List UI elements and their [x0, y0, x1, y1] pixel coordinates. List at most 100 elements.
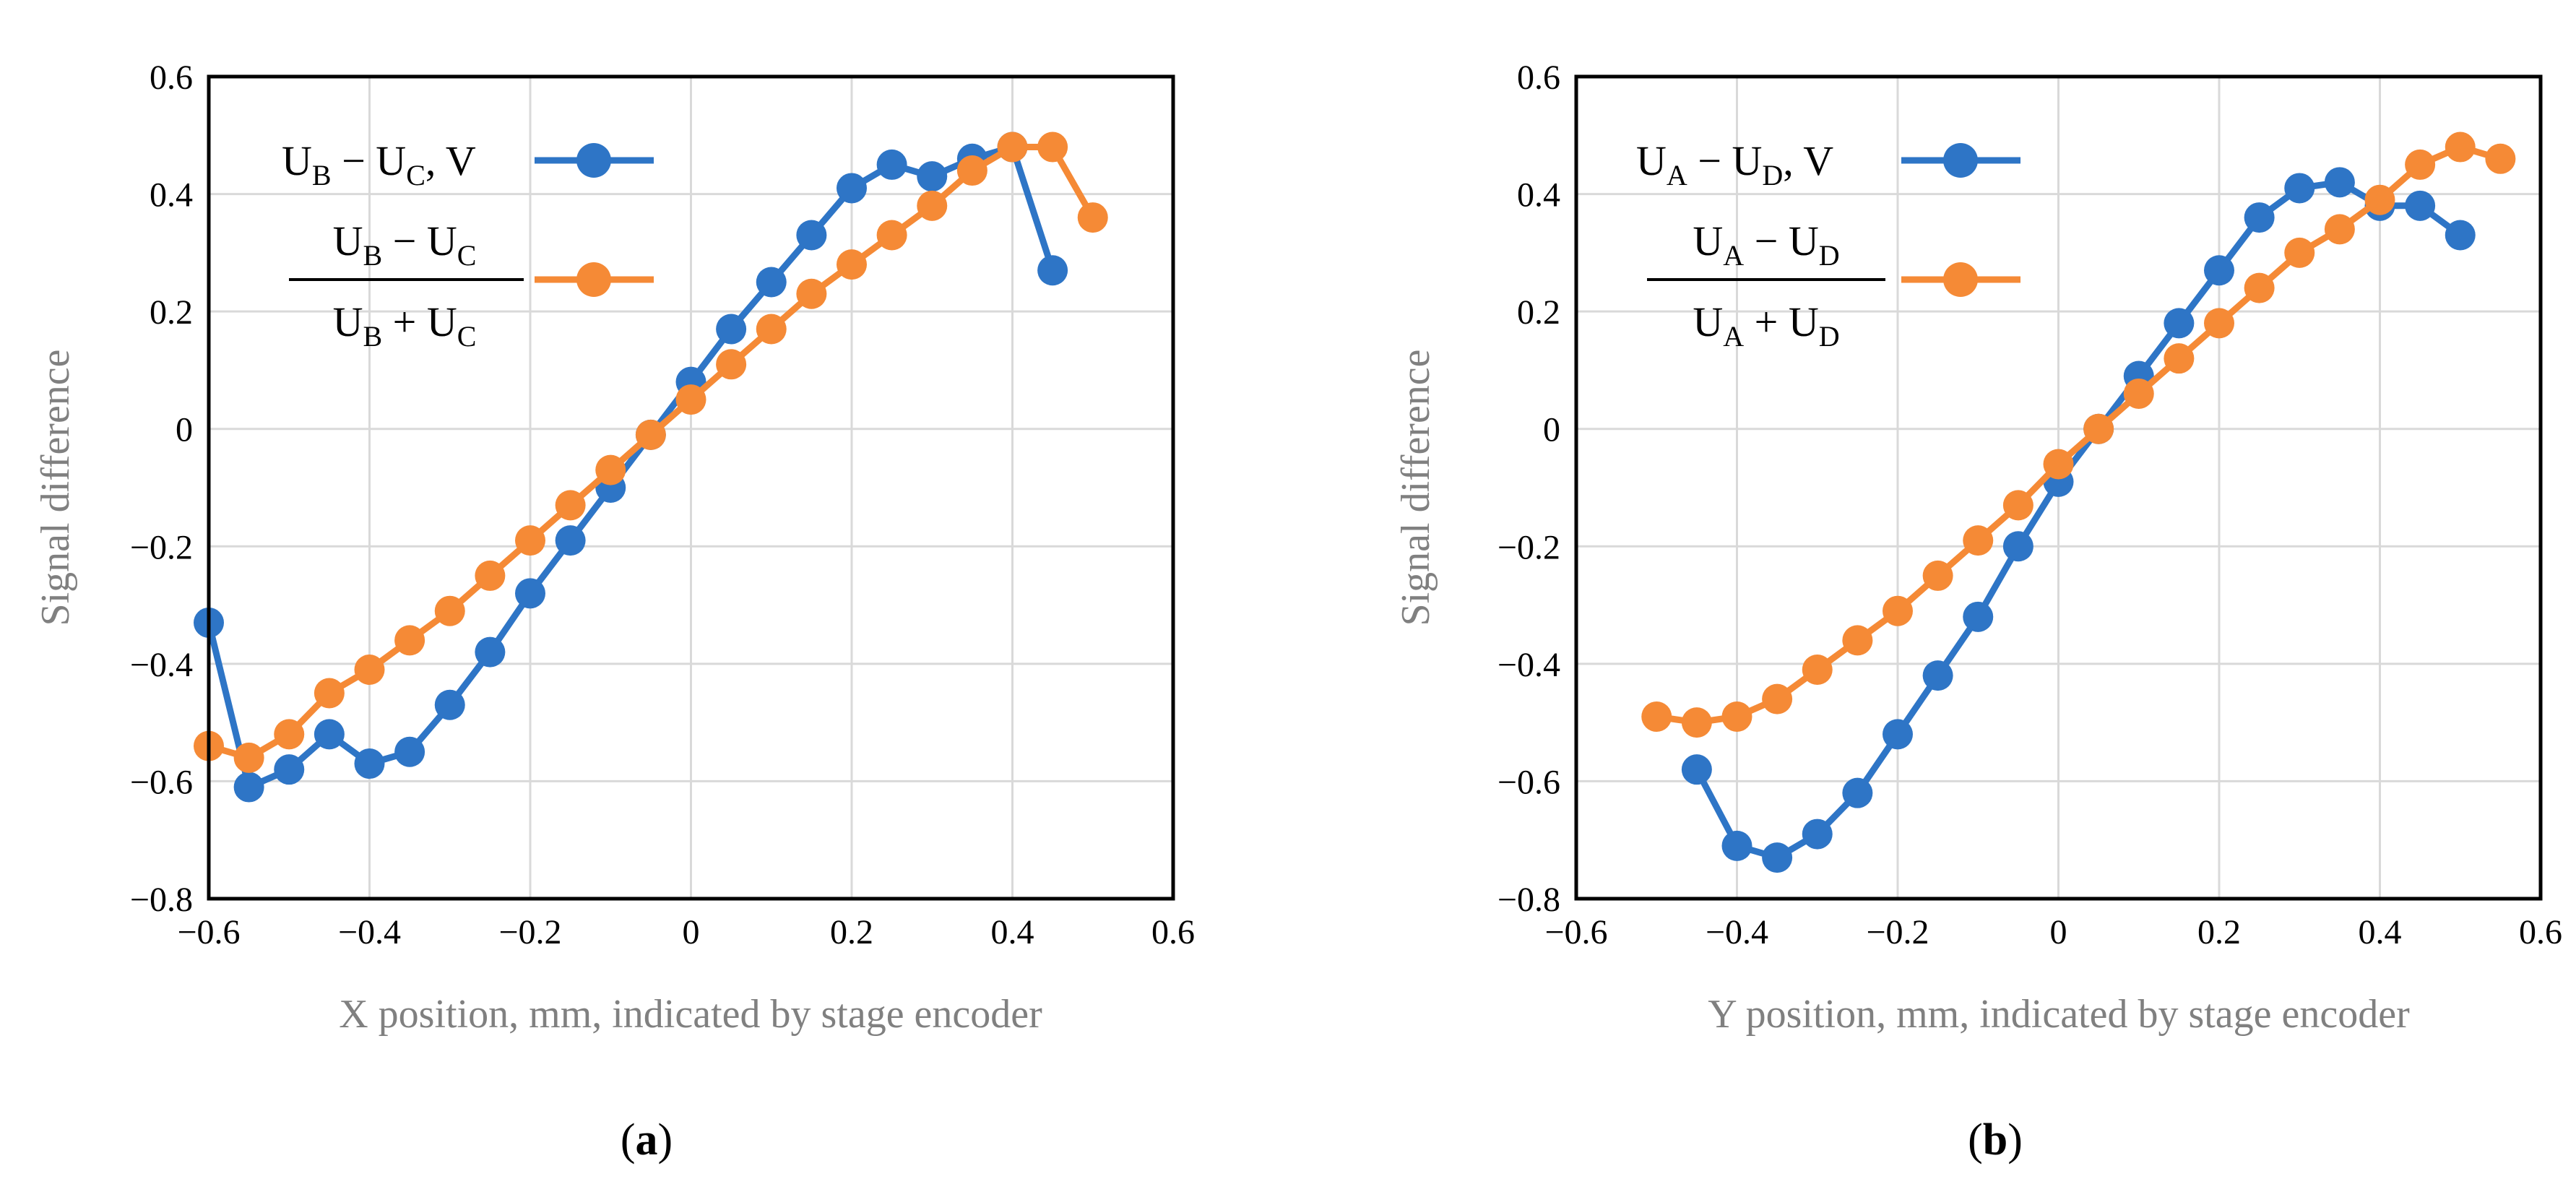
- data-point-b-s2-8: [1963, 525, 1994, 556]
- x-tick-label-b-2: −0.2: [1866, 913, 1929, 951]
- legend-denominator-a-series-2: UB + UC: [333, 298, 477, 353]
- plot-frame-a: [207, 74, 1175, 901]
- data-point-a-s1-14: [756, 267, 787, 298]
- legend-numerator-b-series-2: UA − UD: [1693, 217, 1839, 272]
- y-tick-label-a-6: 0.4: [150, 176, 193, 215]
- chart-panel-b: −0.6 −0.4 −0.2 0 0.2 0.4 0.6−0.8−0.6−0.4−0.200…: [1393, 59, 2562, 1165]
- data-point-b-s1-12: [2164, 308, 2195, 339]
- data-point-a-s1-13: [716, 314, 747, 345]
- data-point-b-s2-11: [2083, 413, 2114, 444]
- x-tick-label-b-5: 0.4: [2359, 913, 2402, 951]
- data-point-b-s1-14: [2244, 202, 2275, 233]
- y-tick-label-b-2: −0.4: [1497, 646, 1560, 684]
- x-tick-label-b-3: 0: [2050, 913, 2067, 951]
- y-tick-label-b-3: −0.2: [1497, 528, 1560, 566]
- data-point-a-s1-9: [555, 525, 586, 556]
- tick-labels-b: −0.6 −0.4 −0.2 0 0.2 0.4 0.6−0.8−0.6−0.4−0.200…: [1497, 59, 2562, 951]
- y-axis-label-a: Signal difference: [33, 349, 78, 626]
- data-point-b-s2-1: [1681, 707, 1712, 738]
- legend-b: UA − UD, V UA − UD UA + UD: [1636, 137, 2020, 353]
- data-point-a-s2-21: [1037, 131, 1068, 163]
- data-point-b-s2-18: [2364, 184, 2395, 215]
- data-point-a-s1-8: [515, 578, 545, 609]
- data-point-a-s2-12: [675, 384, 706, 415]
- y-tick-label-a-3: −0.2: [130, 528, 193, 566]
- x-tick-label-a-3: 0: [683, 913, 700, 951]
- y-tick-label-a-0: −0.8: [130, 881, 193, 919]
- legend-marker-a-series-2: [576, 262, 611, 297]
- data-point-b-s1-16: [2324, 167, 2355, 198]
- data-point-a-s1-5: [394, 736, 425, 767]
- data-point-b-s1-3: [1802, 819, 1833, 850]
- data-point-b-s2-14: [2204, 308, 2234, 339]
- data-point-a-s1-18: [917, 161, 948, 192]
- data-point-a-s2-20: [997, 131, 1028, 163]
- legend-entry-b-series-2: UA − UD UA + UD: [1647, 217, 2020, 353]
- data-point-a-s2-10: [595, 454, 626, 485]
- chart-panel-a: −0.6 −0.4 −0.2 0 0.2 0.4 0.6−0.8−0.6−0.4−0.200…: [33, 59, 1195, 1165]
- x-tick-label-a-4: 0.2: [830, 913, 873, 951]
- y-tick-label-b-5: 0.2: [1517, 293, 1560, 332]
- data-point-a-s1-15: [796, 220, 827, 251]
- y-tick-label-a-5: 0.2: [150, 293, 193, 332]
- y-tick-label-a-2: −0.4: [130, 646, 193, 684]
- legend-entry-a-series-1: UB − UC, V: [282, 137, 654, 191]
- data-point-a-s2-22: [1077, 202, 1108, 233]
- data-point-a-s1-2: [274, 754, 305, 785]
- data-point-b-s1-4: [1842, 777, 1873, 808]
- data-point-a-s2-19: [956, 155, 987, 186]
- y-tick-label-a-4: 0: [176, 411, 193, 449]
- data-point-a-s2-2: [274, 719, 305, 750]
- x-axis-label-a: X position, mm, indicated by stage encod…: [339, 992, 1042, 1037]
- data-point-b-s2-19: [2405, 149, 2436, 180]
- data-point-b-s2-4: [1802, 654, 1833, 685]
- legend-text-a-series-1: UB − UC, V: [282, 137, 476, 191]
- legend-entry-b-series-1: UA − UD, V: [1636, 137, 2020, 191]
- x-tick-label-a-5: 0.4: [991, 913, 1034, 951]
- x-tick-label-a-6: 0.6: [1151, 913, 1195, 951]
- data-point-a-s2-9: [555, 490, 586, 521]
- data-point-a-s2-4: [354, 654, 385, 685]
- data-point-a-s2-13: [716, 349, 747, 380]
- data-point-b-s2-10: [2043, 449, 2074, 480]
- data-point-a-s1-6: [434, 689, 465, 720]
- data-point-b-s2-13: [2164, 343, 2195, 374]
- data-point-b-s2-5: [1842, 625, 1873, 656]
- legend-text-b-series-1: UA − UD, V: [1636, 137, 1833, 191]
- data-point-a-s1-1: [233, 772, 264, 803]
- panel-label-b: (b): [1968, 1115, 2023, 1165]
- data-point-a-s2-11: [635, 419, 666, 450]
- data-point-b-s1-8: [2002, 531, 2033, 562]
- series-layer-b: [1641, 131, 2516, 873]
- data-point-b-s1-2: [1762, 842, 1793, 873]
- data-point-b-s1-19: [2445, 220, 2476, 251]
- y-tick-label-b-7: 0.6: [1517, 59, 1560, 97]
- data-point-b-s2-9: [2002, 490, 2033, 521]
- data-point-a-s1-3: [314, 719, 345, 750]
- data-point-a-s2-15: [796, 278, 827, 309]
- data-point-a-s2-1: [233, 742, 264, 773]
- y-tick-label-a-1: −0.6: [130, 763, 193, 801]
- data-point-a-s2-6: [434, 595, 465, 626]
- series-line-b-2: [1656, 144, 2502, 726]
- data-point-b-s1-6: [1922, 660, 1953, 691]
- x-tick-label-b-1: −0.4: [1706, 913, 1768, 951]
- legend-marker-a-series-1: [576, 143, 611, 178]
- x-tick-label-b-6: 0.6: [2519, 913, 2562, 951]
- data-point-b-s2-3: [1762, 683, 1793, 714]
- data-point-a-s2-3: [314, 678, 345, 709]
- data-point-a-s1-4: [354, 748, 385, 779]
- series-layer-a: [194, 131, 1108, 803]
- data-point-b-s2-7: [1922, 560, 1953, 591]
- data-point-b-s2-12: [2123, 378, 2154, 409]
- data-point-a-s2-5: [394, 625, 425, 656]
- tick-labels-a: −0.6 −0.4 −0.2 0 0.2 0.4 0.6−0.8−0.6−0.4−0.200…: [130, 59, 1195, 951]
- data-point-b-s1-1: [1721, 830, 1752, 861]
- data-point-b-s1-5: [1883, 719, 1913, 750]
- data-point-b-s2-2: [1721, 701, 1752, 733]
- data-point-b-s2-0: [1641, 701, 1672, 733]
- data-point-a-s1-21: [1037, 255, 1068, 286]
- y-tick-label-b-4: 0: [1543, 411, 1560, 449]
- x-tick-label-a-2: −0.2: [498, 913, 561, 951]
